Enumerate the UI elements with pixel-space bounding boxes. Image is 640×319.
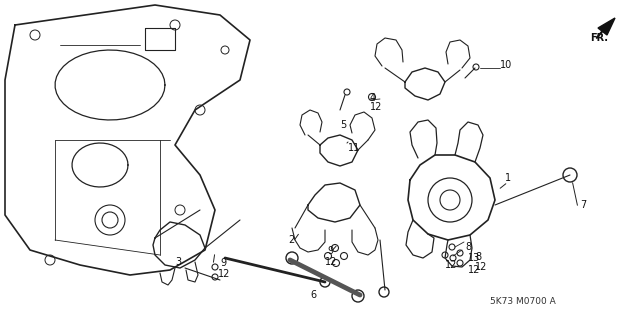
Text: 13: 13 [468, 253, 480, 263]
Text: 9: 9 [327, 246, 333, 256]
Text: 11: 11 [348, 143, 360, 153]
Text: 9: 9 [220, 258, 226, 268]
Text: 3: 3 [175, 257, 181, 267]
Text: 12: 12 [475, 262, 488, 272]
Text: 4: 4 [370, 93, 376, 103]
Text: 6: 6 [310, 290, 316, 300]
Text: 2: 2 [288, 235, 294, 245]
Text: 12: 12 [468, 265, 481, 275]
Text: FR.: FR. [590, 33, 608, 43]
Text: 8: 8 [475, 252, 481, 262]
Text: 5K73 M0700 A: 5K73 M0700 A [490, 298, 556, 307]
Text: 12: 12 [445, 260, 458, 270]
Polygon shape [598, 18, 615, 35]
Text: 12: 12 [325, 257, 337, 267]
Text: 7: 7 [580, 200, 586, 210]
Text: 1: 1 [505, 173, 511, 183]
Text: 10: 10 [500, 60, 512, 70]
Text: 12: 12 [218, 269, 230, 279]
Text: 12: 12 [370, 102, 382, 112]
Text: 8: 8 [465, 242, 471, 252]
Text: 5: 5 [340, 120, 346, 130]
